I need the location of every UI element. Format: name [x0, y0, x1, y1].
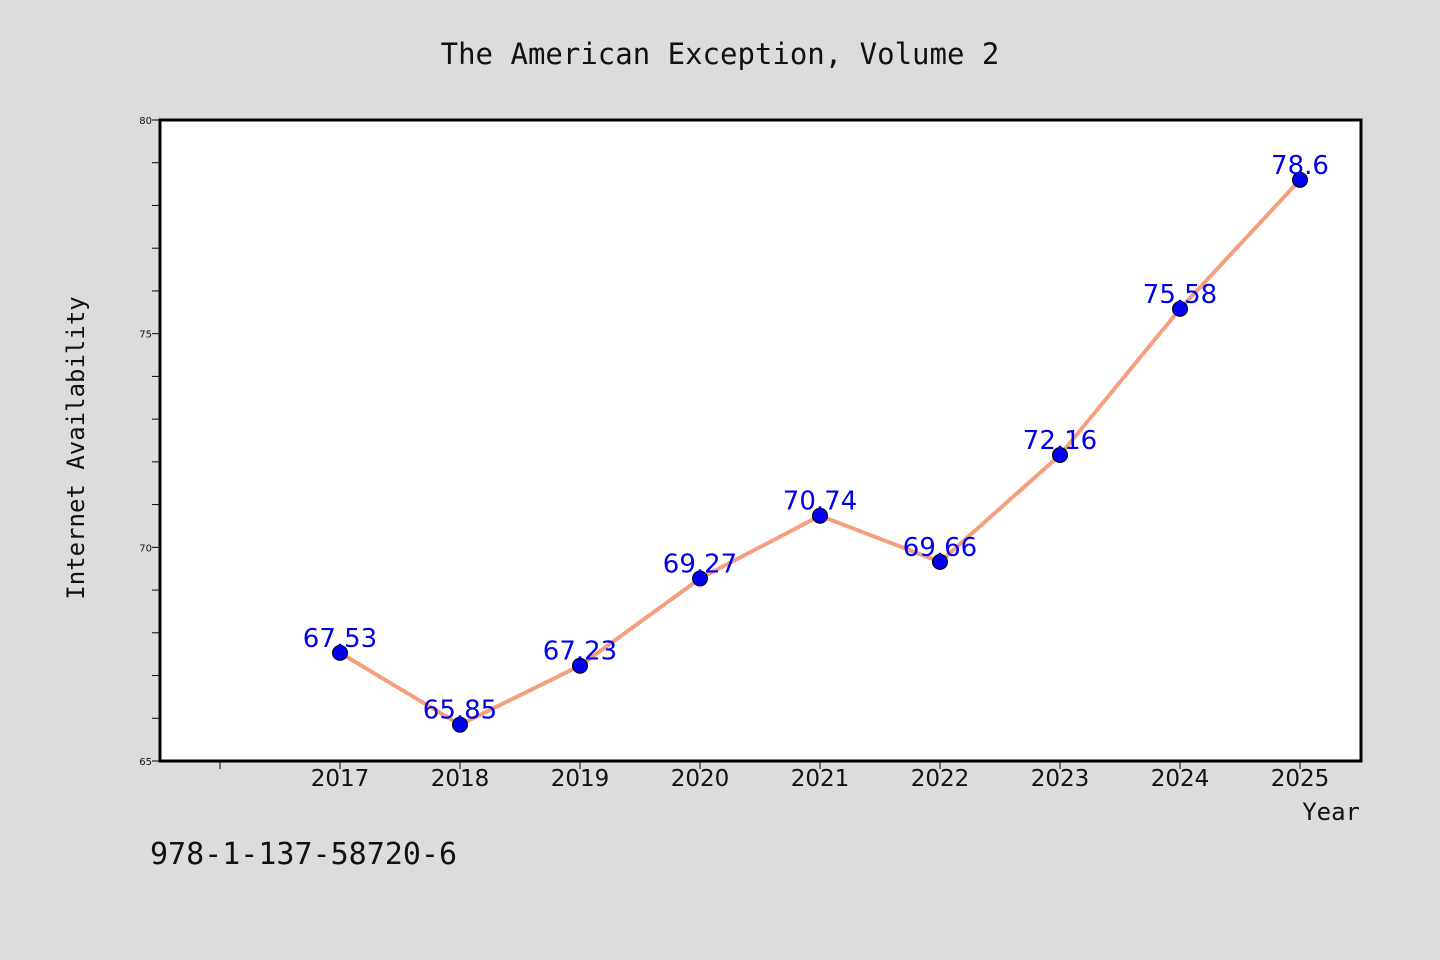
y-tick-label: 65 [139, 757, 152, 768]
data-label: 67.23 [543, 637, 617, 667]
y-tick-label: 75 [139, 330, 152, 341]
x-tick-label: 2020 [671, 766, 730, 792]
x-tick-label: 2024 [1151, 766, 1210, 792]
data-markers [332, 171, 1308, 733]
y-axis: 65 70 75 80 [139, 116, 159, 768]
data-point [572, 657, 588, 674]
data-label: 75.58 [1143, 280, 1217, 310]
x-tick-label: 2025 [1271, 766, 1330, 792]
data-label: 70.74 [783, 487, 857, 517]
plot-area [158, 118, 1363, 763]
data-label: 69.27 [663, 550, 737, 580]
data-point [452, 716, 468, 733]
x-axis-label: Year [1302, 798, 1360, 826]
chart-title: The American Exception, Volume 2 [441, 37, 1000, 71]
data-label: 67.53 [303, 624, 377, 654]
data-label: 69.66 [903, 533, 977, 563]
y-tick-label: 70 [139, 543, 152, 554]
x-tick-label: 2022 [911, 766, 970, 792]
data-point [332, 644, 348, 661]
data-point [1172, 300, 1188, 317]
x-tick-label: 2018 [431, 766, 490, 792]
data-point [692, 570, 708, 587]
x-tick-label: 2023 [1031, 766, 1090, 792]
x-tick-label: 2021 [791, 766, 850, 792]
data-point [1292, 171, 1308, 188]
data-label: 78.6 [1271, 151, 1329, 181]
data-labels: 67.53 65.85 67.23 69.27 70.74 69.66 72.16 75.58… [303, 151, 1329, 726]
x-tick-label: 2019 [551, 766, 610, 792]
x-tick-label: 2017 [311, 766, 370, 792]
x-axis: 2017 2018 2019 2020 2021 2022 2023 2024 2025 [219, 762, 1330, 792]
data-label: 72.16 [1023, 426, 1097, 456]
y-axis-label: Internet Availability [62, 296, 90, 599]
data-point [812, 507, 828, 524]
data-point [1052, 447, 1068, 464]
isbn-footer: 978-1-137-58720-6 [150, 837, 457, 872]
data-label: 65.85 [423, 696, 497, 726]
y-tick-label: 80 [139, 116, 152, 127]
data-point [932, 553, 948, 570]
